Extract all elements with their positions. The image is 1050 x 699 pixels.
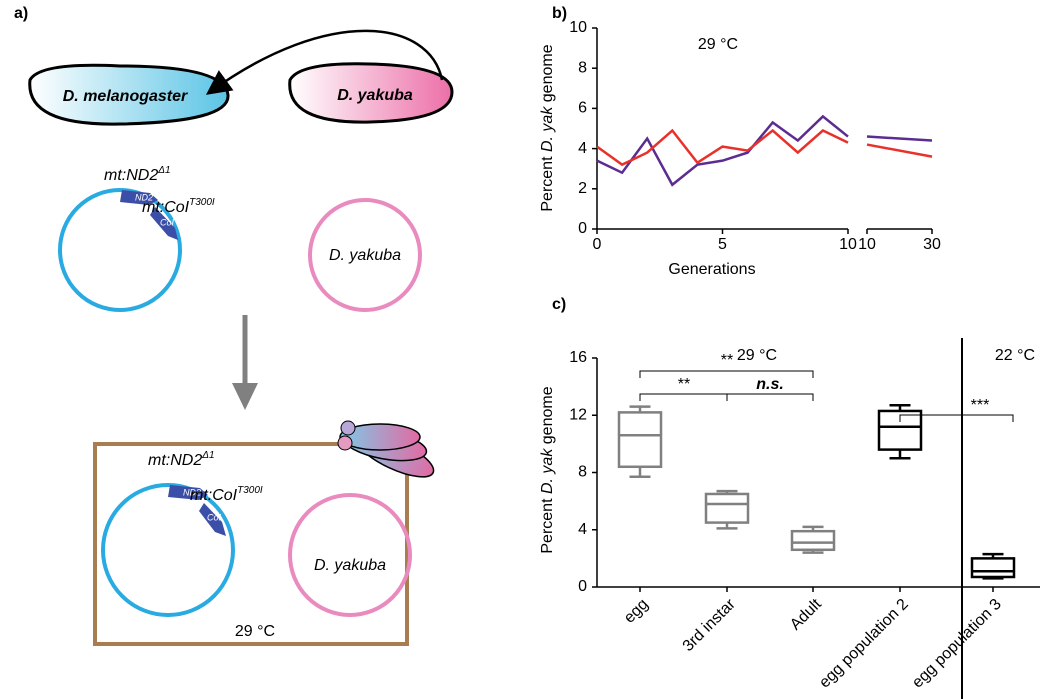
y-tick-label: 8: [578, 59, 587, 76]
box: [790, 529, 836, 552]
panel-label: b): [552, 5, 567, 22]
gene-name: mt:ND2Δ1: [104, 165, 171, 185]
panel-a: a) D. melanogaster D. yakuba ND2 CoI mt:…: [14, 5, 454, 646]
x-axis-label: Generations: [668, 261, 755, 278]
mito-genome: [101, 483, 235, 617]
y-axis-label: Percent D. yak genome: [539, 386, 556, 553]
x-tick-label: 0: [593, 236, 602, 253]
genome-label: D. yakuba: [314, 557, 386, 574]
fly-body: [288, 62, 454, 124]
gene-arrow: [120, 190, 158, 205]
panel-label: c): [552, 296, 566, 313]
panel-label: a): [14, 5, 28, 22]
gene-arrow: [199, 503, 226, 536]
x-tick-label: 10: [858, 236, 876, 253]
fly-body: [28, 63, 230, 126]
gene-name: mt:CoIT300I: [142, 197, 215, 217]
y-tick-label: 0: [578, 220, 587, 237]
significance-bracket: [639, 370, 814, 378]
x-tick-label: 3rd instar: [680, 595, 740, 655]
population-cage: [93, 442, 409, 646]
significance-label: **: [678, 376, 690, 393]
box: [877, 409, 923, 451]
fly-icon: [337, 420, 435, 478]
gene-name: mt:ND2Δ1: [148, 450, 215, 470]
significance-label: ***: [971, 397, 990, 414]
species-label: D. melanogaster: [63, 88, 188, 105]
mito-genome: [58, 188, 182, 312]
y-tick-label: 8: [578, 464, 587, 481]
y-axis-label: Percent D. yak genome: [539, 44, 556, 211]
mito-genome: [288, 493, 412, 617]
gene-label: ND2: [135, 192, 153, 202]
chart-title: 29 °C: [698, 36, 738, 53]
charts: b) 29 °C Generations Percent D. yak genome 0…: [539, 5, 1040, 699]
significance-label: **: [721, 352, 733, 369]
gene-name: mt:CoIT300I: [190, 485, 263, 505]
gene-label: CoI: [207, 512, 222, 522]
significance-bracket: [639, 393, 814, 401]
genome-label: D. yakuba: [329, 247, 401, 264]
significance-label: n.s.: [756, 376, 784, 393]
gene-label: CoI: [160, 217, 175, 227]
flow-arrow-head: [232, 383, 258, 410]
series-line: [866, 135, 933, 142]
gene-arrow: [150, 207, 178, 240]
x-tick-label: egg: [621, 596, 652, 627]
x-tick-label: 10: [839, 236, 857, 253]
x-tick-label: Adult: [787, 595, 825, 633]
gene-label: ND2: [183, 487, 201, 497]
box: [704, 492, 750, 524]
y-tick-label: 6: [578, 100, 587, 117]
chart-title: 22 °C: [995, 347, 1035, 364]
significance-bracket: [899, 414, 1014, 422]
y-tick-label: 12: [569, 406, 587, 423]
y-tick-label: 10: [569, 19, 587, 36]
chart-title: 29 °C: [737, 347, 777, 364]
temperature: 29 °C: [235, 623, 275, 640]
box: [970, 557, 1016, 579]
series-line: [596, 128, 849, 167]
gene-arrow: [168, 485, 208, 500]
series-line: [596, 114, 849, 187]
x-tick-label: 5: [718, 236, 727, 253]
species-label: D. yakuba: [337, 87, 413, 104]
box: [617, 411, 663, 469]
transfer-arrow: [205, 29, 444, 95]
y-tick-label: 2: [578, 180, 587, 197]
series-line: [866, 143, 933, 158]
x-tick-label: 30: [923, 236, 941, 253]
x-tick-label: egg population 2: [816, 596, 912, 692]
y-tick-label: 16: [569, 349, 587, 366]
y-tick-label: 4: [578, 521, 587, 538]
x-tick-label: egg population 3: [909, 596, 1005, 692]
y-tick-label: 0: [578, 578, 587, 595]
y-tick-label: 4: [578, 140, 587, 157]
mito-genome: [308, 198, 422, 312]
